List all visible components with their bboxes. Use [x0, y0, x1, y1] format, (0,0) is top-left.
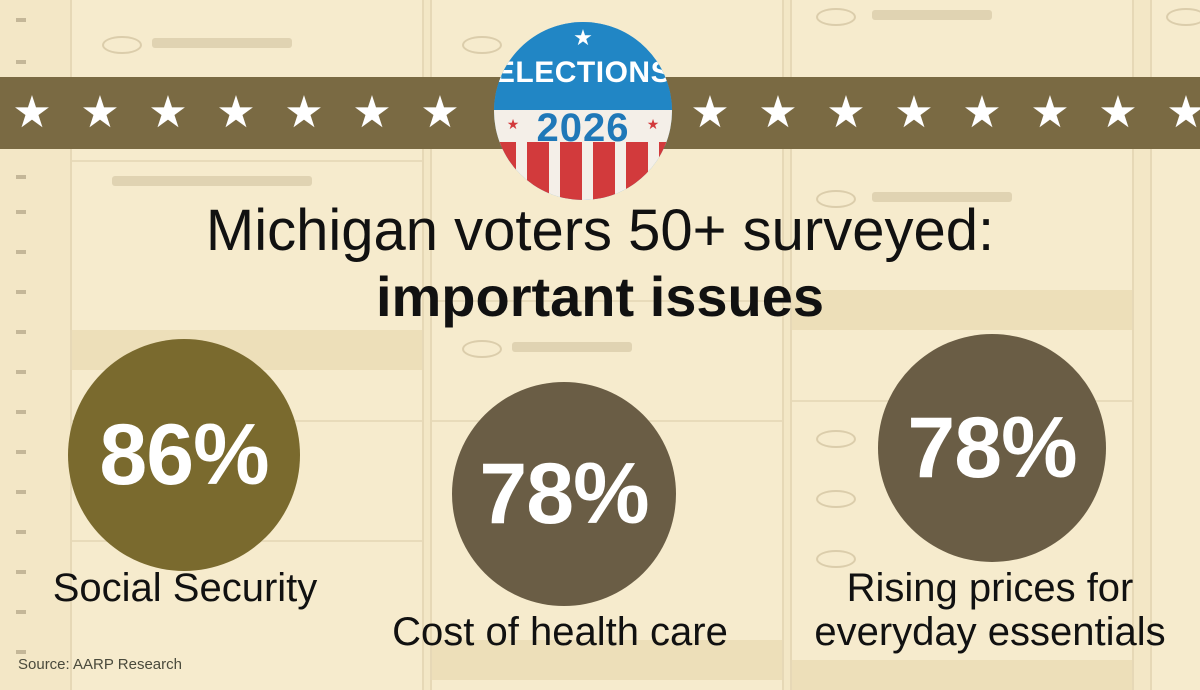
stat-value-health-care: 78% [479, 445, 649, 542]
star-icon: ★ [148, 87, 188, 138]
badge-title: ELECTIONS [494, 56, 672, 89]
stat-circle-social-security: 86% [68, 339, 300, 571]
star-icon: ★ [894, 87, 934, 138]
star-icon: ★ [1030, 87, 1070, 138]
star-icon: ★ [12, 87, 52, 138]
star-icon: ★ [758, 87, 798, 138]
source-note: Source: AARP Research [18, 656, 182, 673]
badge-blue-field [494, 22, 672, 110]
star-icon: ★ [216, 87, 256, 138]
badge-right-star-icon: ★ [646, 117, 660, 133]
star-icon: ★ [80, 87, 120, 138]
headline: Michigan voters 50+ surveyed: important … [0, 198, 1200, 330]
star-icon: ★ [1166, 87, 1200, 138]
star-icon: ★ [826, 87, 866, 138]
star-icon: ★ [1098, 87, 1138, 138]
star-icon: ★ [352, 87, 392, 138]
headline-line-2: important issues [375, 265, 825, 328]
badge-star-icon: ★ [573, 26, 593, 51]
star-icon: ★ [420, 87, 460, 138]
badge-year: 2026 [536, 106, 630, 150]
badge-left-star-icon: ★ [506, 117, 520, 133]
badge-stripes [494, 142, 672, 200]
badge-white-band [494, 110, 672, 146]
stat-circle-rising-prices: 78% [878, 334, 1106, 562]
stat-label-social-security: Social Security [52, 566, 318, 610]
star-icon: ★ [962, 87, 1002, 138]
stat-label-health-care: Cost of health care [392, 610, 728, 654]
stat-label-rising-prices-line-2: everyday essentials [814, 610, 1166, 654]
elections-badge: ★ ELECTIONS ★ 2026 ★ [494, 22, 672, 200]
stat-label-rising-prices-line-1: Rising prices for [846, 566, 1134, 610]
star-icon: ★ [690, 87, 730, 138]
stat-circle-health-care: 78% [452, 382, 676, 606]
stat-value-social-security: 86% [99, 406, 269, 503]
stat-value-rising-prices: 78% [907, 399, 1077, 496]
headline-line-1: Michigan voters 50+ surveyed: [205, 198, 995, 263]
star-icon: ★ [284, 87, 324, 138]
stat-label-rising-prices: Rising prices for everyday essentials [790, 566, 1190, 654]
